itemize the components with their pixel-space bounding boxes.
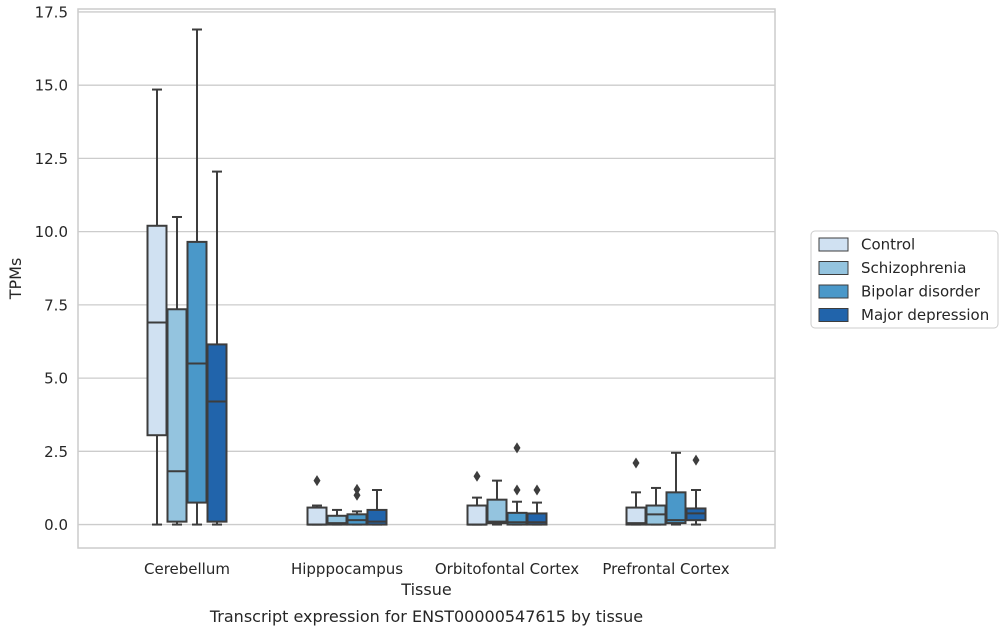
box-1-0: [306, 475, 328, 526]
legend-label: Control: [861, 236, 915, 254]
legend: Control Schizophrenia Bipolar disorder Majo…: [810, 230, 999, 329]
x-tick-label: Cerebellum: [144, 560, 230, 578]
axis-layer: 0.0 2.5 5.0 7.5 10.0 12.5 15.0 17.5 Cerebellum Hi…: [35, 3, 730, 578]
box-rect: [625, 506, 647, 526]
box-3-2: [665, 451, 687, 526]
box-0-2: [186, 28, 208, 526]
outlier-point: [533, 484, 541, 496]
y-tick-label: 10.0: [35, 223, 68, 241]
box-3-0: [625, 457, 647, 526]
y-axis-label: TPMs: [6, 258, 25, 301]
box-rect: [526, 512, 548, 526]
box-rect: [665, 491, 687, 525]
box-0-1: [166, 215, 188, 526]
legend-label: Major depression: [861, 306, 989, 324]
box-rect: [466, 504, 488, 526]
legend-items: Control Schizophrenia Bipolar disorder Majo…: [818, 236, 989, 324]
outlier-point: [353, 483, 361, 495]
plot-frame: [77, 8, 776, 549]
x-tick-label: Hipppocampus: [291, 560, 403, 578]
box-2-2: [506, 442, 528, 526]
box-rect: [486, 498, 508, 525]
box-1-1: [326, 508, 348, 526]
box-1-2: [346, 483, 368, 526]
y-tick-label: 7.5: [44, 296, 68, 314]
y-tick-label: 0.0: [44, 516, 68, 534]
legend-label: Bipolar disorder: [861, 283, 981, 301]
legend-frame: [810, 230, 999, 329]
outlier-point: [353, 489, 361, 501]
outlier-point: [692, 454, 700, 466]
box-2-3: [526, 484, 548, 526]
x-tick-label: Orbitofontal Cortex: [435, 560, 579, 578]
y-tick-label: 15.0: [35, 77, 68, 95]
box-rect: [186, 240, 208, 504]
y-tick-label: 12.5: [35, 150, 68, 168]
box-rect: [146, 224, 168, 437]
outlier-point: [313, 475, 321, 487]
box-2-0: [466, 470, 488, 526]
box-layer: [146, 28, 707, 526]
legend-swatch: [818, 284, 849, 299]
outlier-point: [632, 457, 640, 469]
x-tick-label: Prefrontal Cortex: [602, 560, 729, 578]
box-1-3: [366, 488, 388, 526]
box-rect: [206, 343, 228, 523]
box-3-1: [645, 486, 667, 526]
box-rect: [166, 308, 188, 523]
chart-title: Transcript expression for ENST0000054761…: [209, 607, 643, 626]
box-0-0: [146, 88, 168, 526]
outlier-point: [473, 470, 481, 482]
box-rect: [306, 506, 328, 526]
y-tick-label: 2.5: [44, 443, 68, 461]
y-tick-label: 17.5: [35, 3, 68, 21]
box-0-3: [206, 170, 228, 526]
box-2-1: [486, 479, 508, 526]
legend-swatch: [818, 237, 849, 252]
legend-label: Schizophrenia: [861, 259, 966, 277]
outlier-point: [513, 442, 521, 454]
legend-swatch: [818, 261, 849, 275]
x-axis-label: Tissue: [400, 580, 451, 599]
box-3-3: [685, 454, 707, 526]
outlier-point: [513, 484, 521, 496]
y-tick-label: 5.0: [44, 370, 68, 388]
legend-swatch: [818, 308, 849, 322]
